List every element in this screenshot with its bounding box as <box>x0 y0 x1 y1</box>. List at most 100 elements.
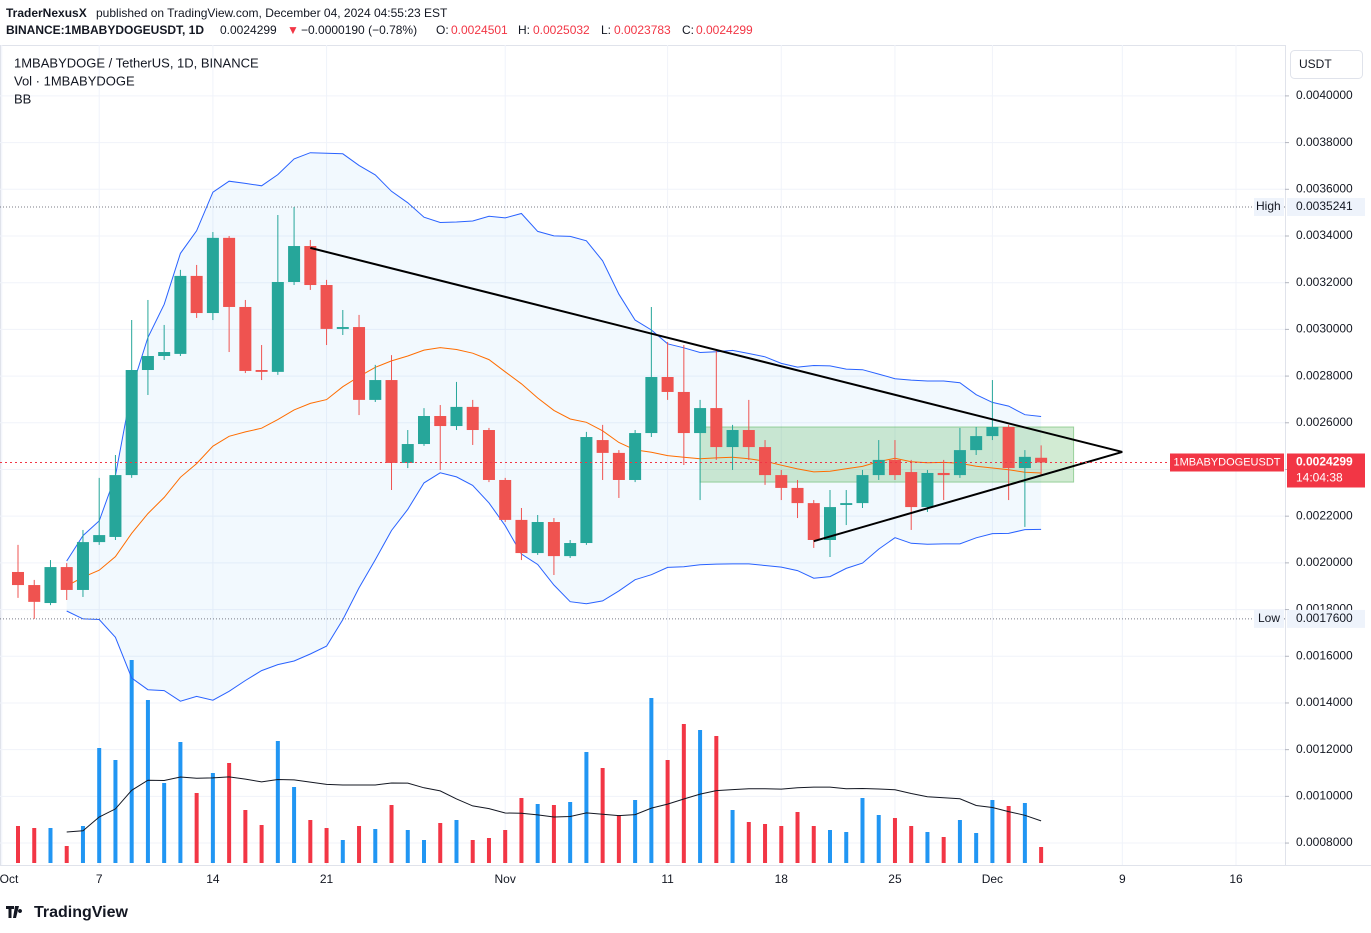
candle-body <box>840 503 853 505</box>
legend-bb: BB <box>14 91 31 106</box>
high-tag-value: 0.0035241 <box>1296 199 1353 213</box>
volume-bar <box>844 832 849 863</box>
candle-body <box>921 472 934 508</box>
candle-body <box>775 475 788 488</box>
y-tick-label: 0.0010000 <box>1296 789 1353 803</box>
candle-body <box>791 487 804 504</box>
currency-button[interactable] <box>1290 50 1363 79</box>
volume-bar <box>373 829 378 863</box>
candle-body <box>1018 456 1031 469</box>
y-tick-label: 0.0034000 <box>1296 228 1353 242</box>
volume-bar <box>535 804 540 863</box>
volume-bar <box>470 840 475 863</box>
volume-bar <box>828 830 832 863</box>
volume-bar <box>698 730 703 863</box>
candle-body <box>629 433 642 480</box>
candle-body <box>353 327 366 400</box>
y-tick-label: 0.0028000 <box>1296 368 1353 382</box>
volume-bar <box>32 828 37 863</box>
symbol-tag-label: 1MBABYDOGEUSDT <box>1174 456 1281 468</box>
volume-bar <box>438 823 443 863</box>
candle-body <box>888 459 901 476</box>
volume-bar <box>1006 806 1011 863</box>
bb-lower <box>66 472 1042 702</box>
candle-body <box>271 281 284 372</box>
candle-body <box>564 543 577 557</box>
candle-body <box>76 542 89 590</box>
volume-bar <box>227 763 232 863</box>
l-label: L: <box>601 23 611 37</box>
candle-body <box>206 237 219 314</box>
candle-body <box>1002 426 1015 469</box>
volume-bar <box>974 833 979 863</box>
candle-body <box>450 406 463 427</box>
volume-bar <box>957 820 962 863</box>
candle-body <box>158 352 171 357</box>
candle-body <box>612 452 625 480</box>
candle-body <box>385 380 398 463</box>
volume-bar <box>633 800 638 863</box>
low-value-tag <box>1287 609 1365 628</box>
candle-body <box>580 437 593 544</box>
bb-upper <box>66 152 1042 562</box>
candle-body <box>223 237 236 307</box>
price-tag <box>1287 453 1365 488</box>
trendline <box>813 451 1123 543</box>
volume-bar <box>779 826 784 863</box>
volume-bar <box>162 783 167 863</box>
candle-body <box>596 440 609 453</box>
candle-body <box>44 567 57 604</box>
x-tick-label: 9 <box>1119 872 1126 886</box>
volume-bar <box>584 752 589 863</box>
candle-body <box>515 519 528 554</box>
volume-bar <box>275 741 280 863</box>
down-arrow: ▼ <box>287 23 299 37</box>
price-tag-countdown: 14:04:38 <box>1296 471 1343 485</box>
candle-body <box>661 377 674 392</box>
volume-bar <box>811 826 816 863</box>
volume-bar <box>178 742 183 863</box>
x-tick-label: 25 <box>888 872 902 886</box>
candle-body <box>856 475 869 504</box>
volume-bar <box>194 793 199 863</box>
symbol-tag <box>1170 453 1284 472</box>
publisher: TraderNexusX <box>6 6 87 20</box>
volume-bar <box>113 760 118 863</box>
volume-bar <box>308 820 313 863</box>
x-tick-label: 7 <box>96 872 103 886</box>
volume-bar <box>64 846 69 863</box>
low-tag-label: Low <box>1258 611 1280 625</box>
volume-bar <box>795 812 800 863</box>
high-value-tag <box>1287 198 1365 217</box>
candle-body <box>401 444 414 463</box>
currency-label[interactable]: USDT <box>1299 57 1332 71</box>
candle-body <box>645 377 658 434</box>
footer-brand: TradingView <box>34 904 129 921</box>
low-tag <box>1254 609 1284 628</box>
volume-bar <box>681 724 686 863</box>
candle-body <box>369 380 382 400</box>
volume-bar <box>1039 847 1044 863</box>
last-price: 0.0024299 <box>220 23 277 37</box>
volume-bar <box>145 700 150 863</box>
volume-bar <box>763 824 768 863</box>
volume-bar <box>16 826 20 863</box>
candle-body <box>677 391 690 434</box>
candle-body <box>531 522 544 554</box>
volume-bar <box>210 773 215 863</box>
volume-bar <box>616 815 621 863</box>
y-tick-label: 0.0008000 <box>1296 835 1353 849</box>
x-tick-label: 11 <box>661 872 674 886</box>
volume-bar <box>405 830 410 863</box>
low-tag-value: 0.0017600 <box>1296 611 1353 625</box>
change: −0.0000190 (−0.78%) <box>301 23 417 37</box>
candle-body <box>125 370 138 476</box>
candle-body <box>320 285 333 329</box>
legend-main: 1MBABYDOGE / TetherUS, 1D, BINANCE <box>14 55 259 70</box>
candle-body <box>986 426 999 437</box>
volume-bar <box>568 802 573 863</box>
c-value: 0.0024299 <box>696 23 753 37</box>
x-tick-label: 14 <box>206 872 220 886</box>
volume-bar <box>243 810 248 863</box>
candle-body <box>12 571 24 586</box>
